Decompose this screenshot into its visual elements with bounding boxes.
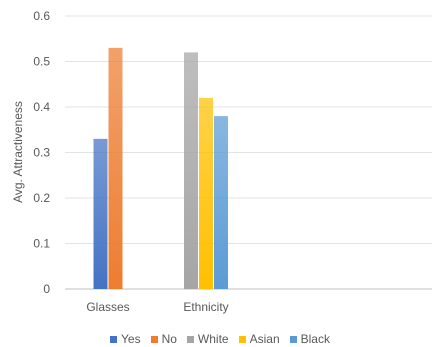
legend-item-asian: Asian (238, 332, 280, 346)
bar-chart: 0 0.1 0.2 0.3 0.4 0.5 0.6 Glasses Ethnicity Avg… (11, 9, 432, 314)
legend-label: Yes (121, 332, 141, 346)
y-axis-title: Avg. Attractiveness (11, 101, 25, 203)
legend-swatch (238, 335, 246, 343)
bar-white-ethnicity (184, 52, 198, 290)
bars (93, 47, 228, 290)
y-tick-label: 0.6 (33, 9, 50, 23)
y-tick-label: 0.4 (33, 100, 50, 114)
legend: Yes No White Asian Black (0, 331, 440, 347)
legend-swatch (186, 335, 194, 343)
legend-label: Asian (249, 332, 280, 346)
bar-yes-glasses (93, 138, 108, 289)
y-tick-label: 0.5 (33, 55, 50, 69)
legend-swatch (150, 335, 158, 343)
legend-label: Black (300, 332, 330, 346)
gridlines (65, 15, 432, 290)
y-tick-label: 0.1 (33, 237, 50, 251)
legend-item-yes: Yes (110, 332, 141, 346)
legend-label: No (161, 332, 177, 346)
legend-swatch (110, 335, 117, 343)
x-tick-label: Glasses (86, 300, 129, 314)
legend-label: White (197, 332, 229, 346)
x-axis-tick-labels: Glasses Ethnicity (86, 300, 228, 314)
legend-swatch (289, 335, 297, 343)
y-axis-tick-labels: 0 0.1 0.2 0.3 0.4 0.5 0.6 (33, 9, 50, 296)
x-tick-label: Ethnicity (183, 300, 228, 314)
bar-black-ethnicity (214, 116, 228, 289)
y-tick-label: 0.2 (33, 191, 50, 205)
y-tick-label: 0.3 (33, 146, 50, 160)
bar-no-glasses (108, 47, 123, 289)
bar-asian-ethnicity (199, 97, 213, 290)
legend-item-white: White (186, 332, 229, 346)
legend-item-no: No (150, 332, 177, 346)
legend-item-black: Black (289, 332, 330, 346)
y-tick-label: 0 (43, 282, 50, 296)
